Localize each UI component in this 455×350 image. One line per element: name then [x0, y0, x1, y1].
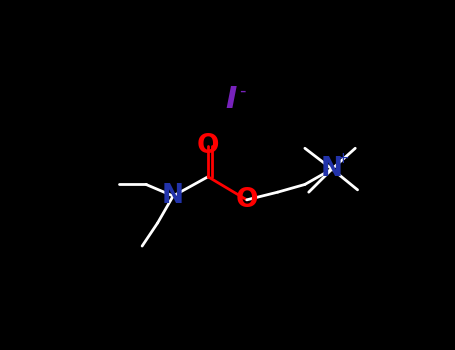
Text: +: +	[337, 151, 349, 166]
Text: O: O	[197, 133, 219, 159]
Text: N: N	[321, 156, 343, 182]
Text: N: N	[162, 183, 184, 209]
Text: O: O	[236, 187, 258, 213]
Text: I: I	[226, 85, 237, 114]
Text: -: -	[239, 82, 245, 99]
